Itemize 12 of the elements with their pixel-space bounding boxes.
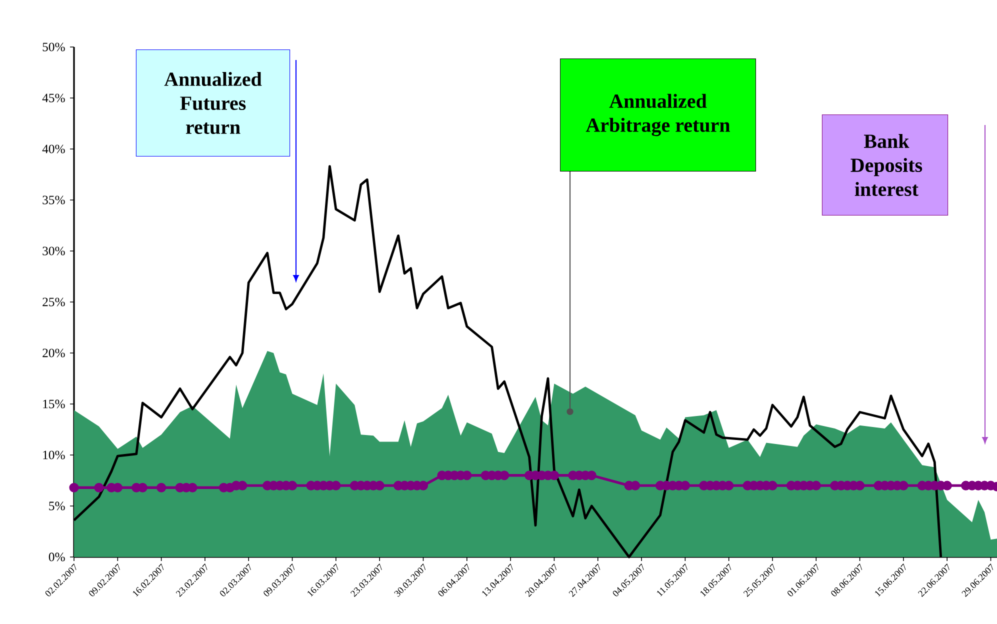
y-tick-label: 0%: [48, 552, 65, 562]
y-tick-label: 25%: [42, 298, 65, 306]
y-tick-label: 30%: [42, 246, 65, 256]
y-tick-label: 35%: [42, 196, 65, 204]
y-tick-label: 50%: [42, 42, 65, 52]
y-tick-label: 15%: [43, 400, 65, 408]
annotation: Annualized Arbitrage return: [586, 94, 730, 136]
y-tick-label: 45%: [42, 94, 65, 102]
y-tick-label: 40%: [42, 144, 65, 154]
y-tick-label: 10%: [43, 450, 65, 460]
y-tick-label: 20%: [42, 348, 65, 358]
y-tick-label: 5%: [49, 502, 65, 510]
